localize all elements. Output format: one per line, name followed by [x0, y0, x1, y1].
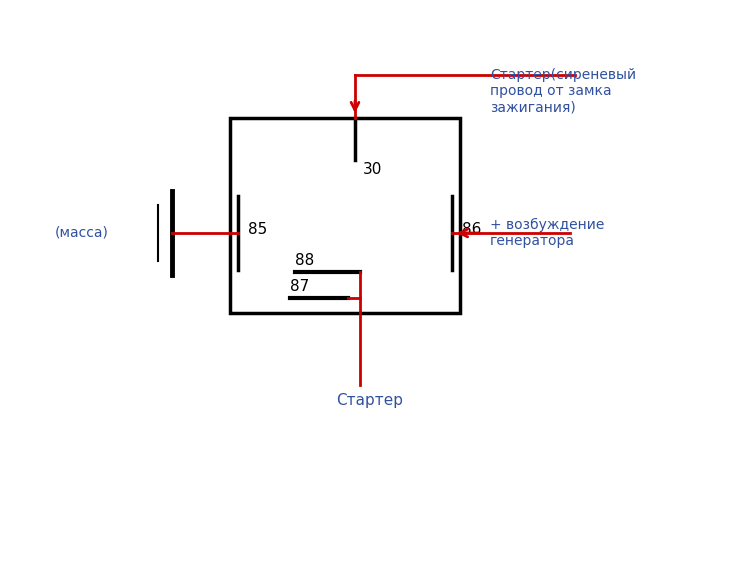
Text: + возбуждение
генератора: + возбуждение генератора — [490, 218, 604, 248]
Bar — [230, 118, 460, 313]
Text: 86: 86 — [462, 223, 481, 237]
Text: 88: 88 — [295, 253, 314, 268]
Text: 30: 30 — [363, 162, 383, 177]
Text: (масса): (масса) — [55, 226, 109, 240]
Text: Стартер: Стартер — [337, 393, 404, 408]
Text: 85: 85 — [248, 223, 267, 237]
Text: 87: 87 — [290, 279, 310, 294]
Text: Стартер(сиреневый
провод от замка
зажигания): Стартер(сиреневый провод от замка зажига… — [490, 68, 636, 114]
